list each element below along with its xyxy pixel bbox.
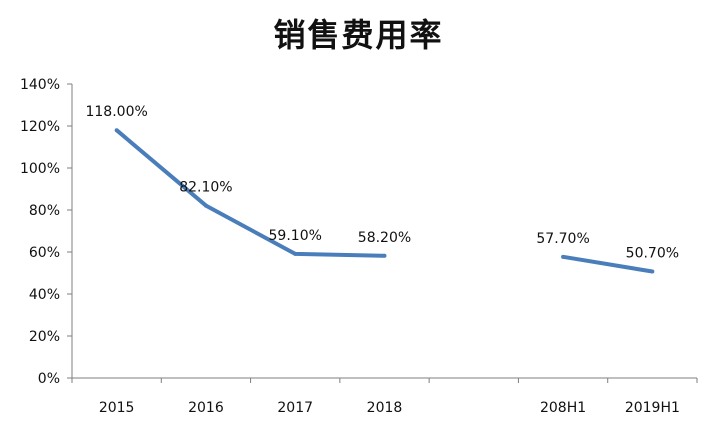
data-point <box>382 253 387 258</box>
y-tick-label: 80% <box>29 203 60 219</box>
y-tick-label: 60% <box>29 245 60 261</box>
series-line <box>115 128 385 258</box>
x-tick-label: 2016 <box>188 400 224 416</box>
series-line <box>562 254 653 274</box>
x-tick-label: 2017 <box>277 400 313 416</box>
data-label: 57.70% <box>536 231 589 247</box>
y-tick-label: 100% <box>20 161 60 177</box>
data-label: 59.10% <box>269 228 322 244</box>
y-tick-label: 40% <box>29 287 60 303</box>
x-tick-label: 208H1 <box>540 400 586 416</box>
data-point <box>203 203 208 208</box>
data-point <box>561 254 566 259</box>
data-point <box>293 251 298 256</box>
data-point <box>650 269 655 274</box>
data-label: 50.70% <box>626 246 679 262</box>
chart-title: 销售费用率 <box>273 16 444 54</box>
y-tick-label: 20% <box>29 329 60 345</box>
x-tick-label: 2015 <box>99 400 135 416</box>
data-label: 58.20% <box>358 230 411 246</box>
y-tick-label: 120% <box>20 119 60 135</box>
data-label: 118.00% <box>85 104 147 120</box>
x-tick-label: 2019H1 <box>625 400 680 416</box>
data-label: 82.10% <box>179 180 232 196</box>
x-tick-label: 2018 <box>367 400 403 416</box>
y-tick-label: 0% <box>38 371 60 387</box>
data-point <box>114 128 119 133</box>
y-tick-label: 140% <box>20 77 60 93</box>
